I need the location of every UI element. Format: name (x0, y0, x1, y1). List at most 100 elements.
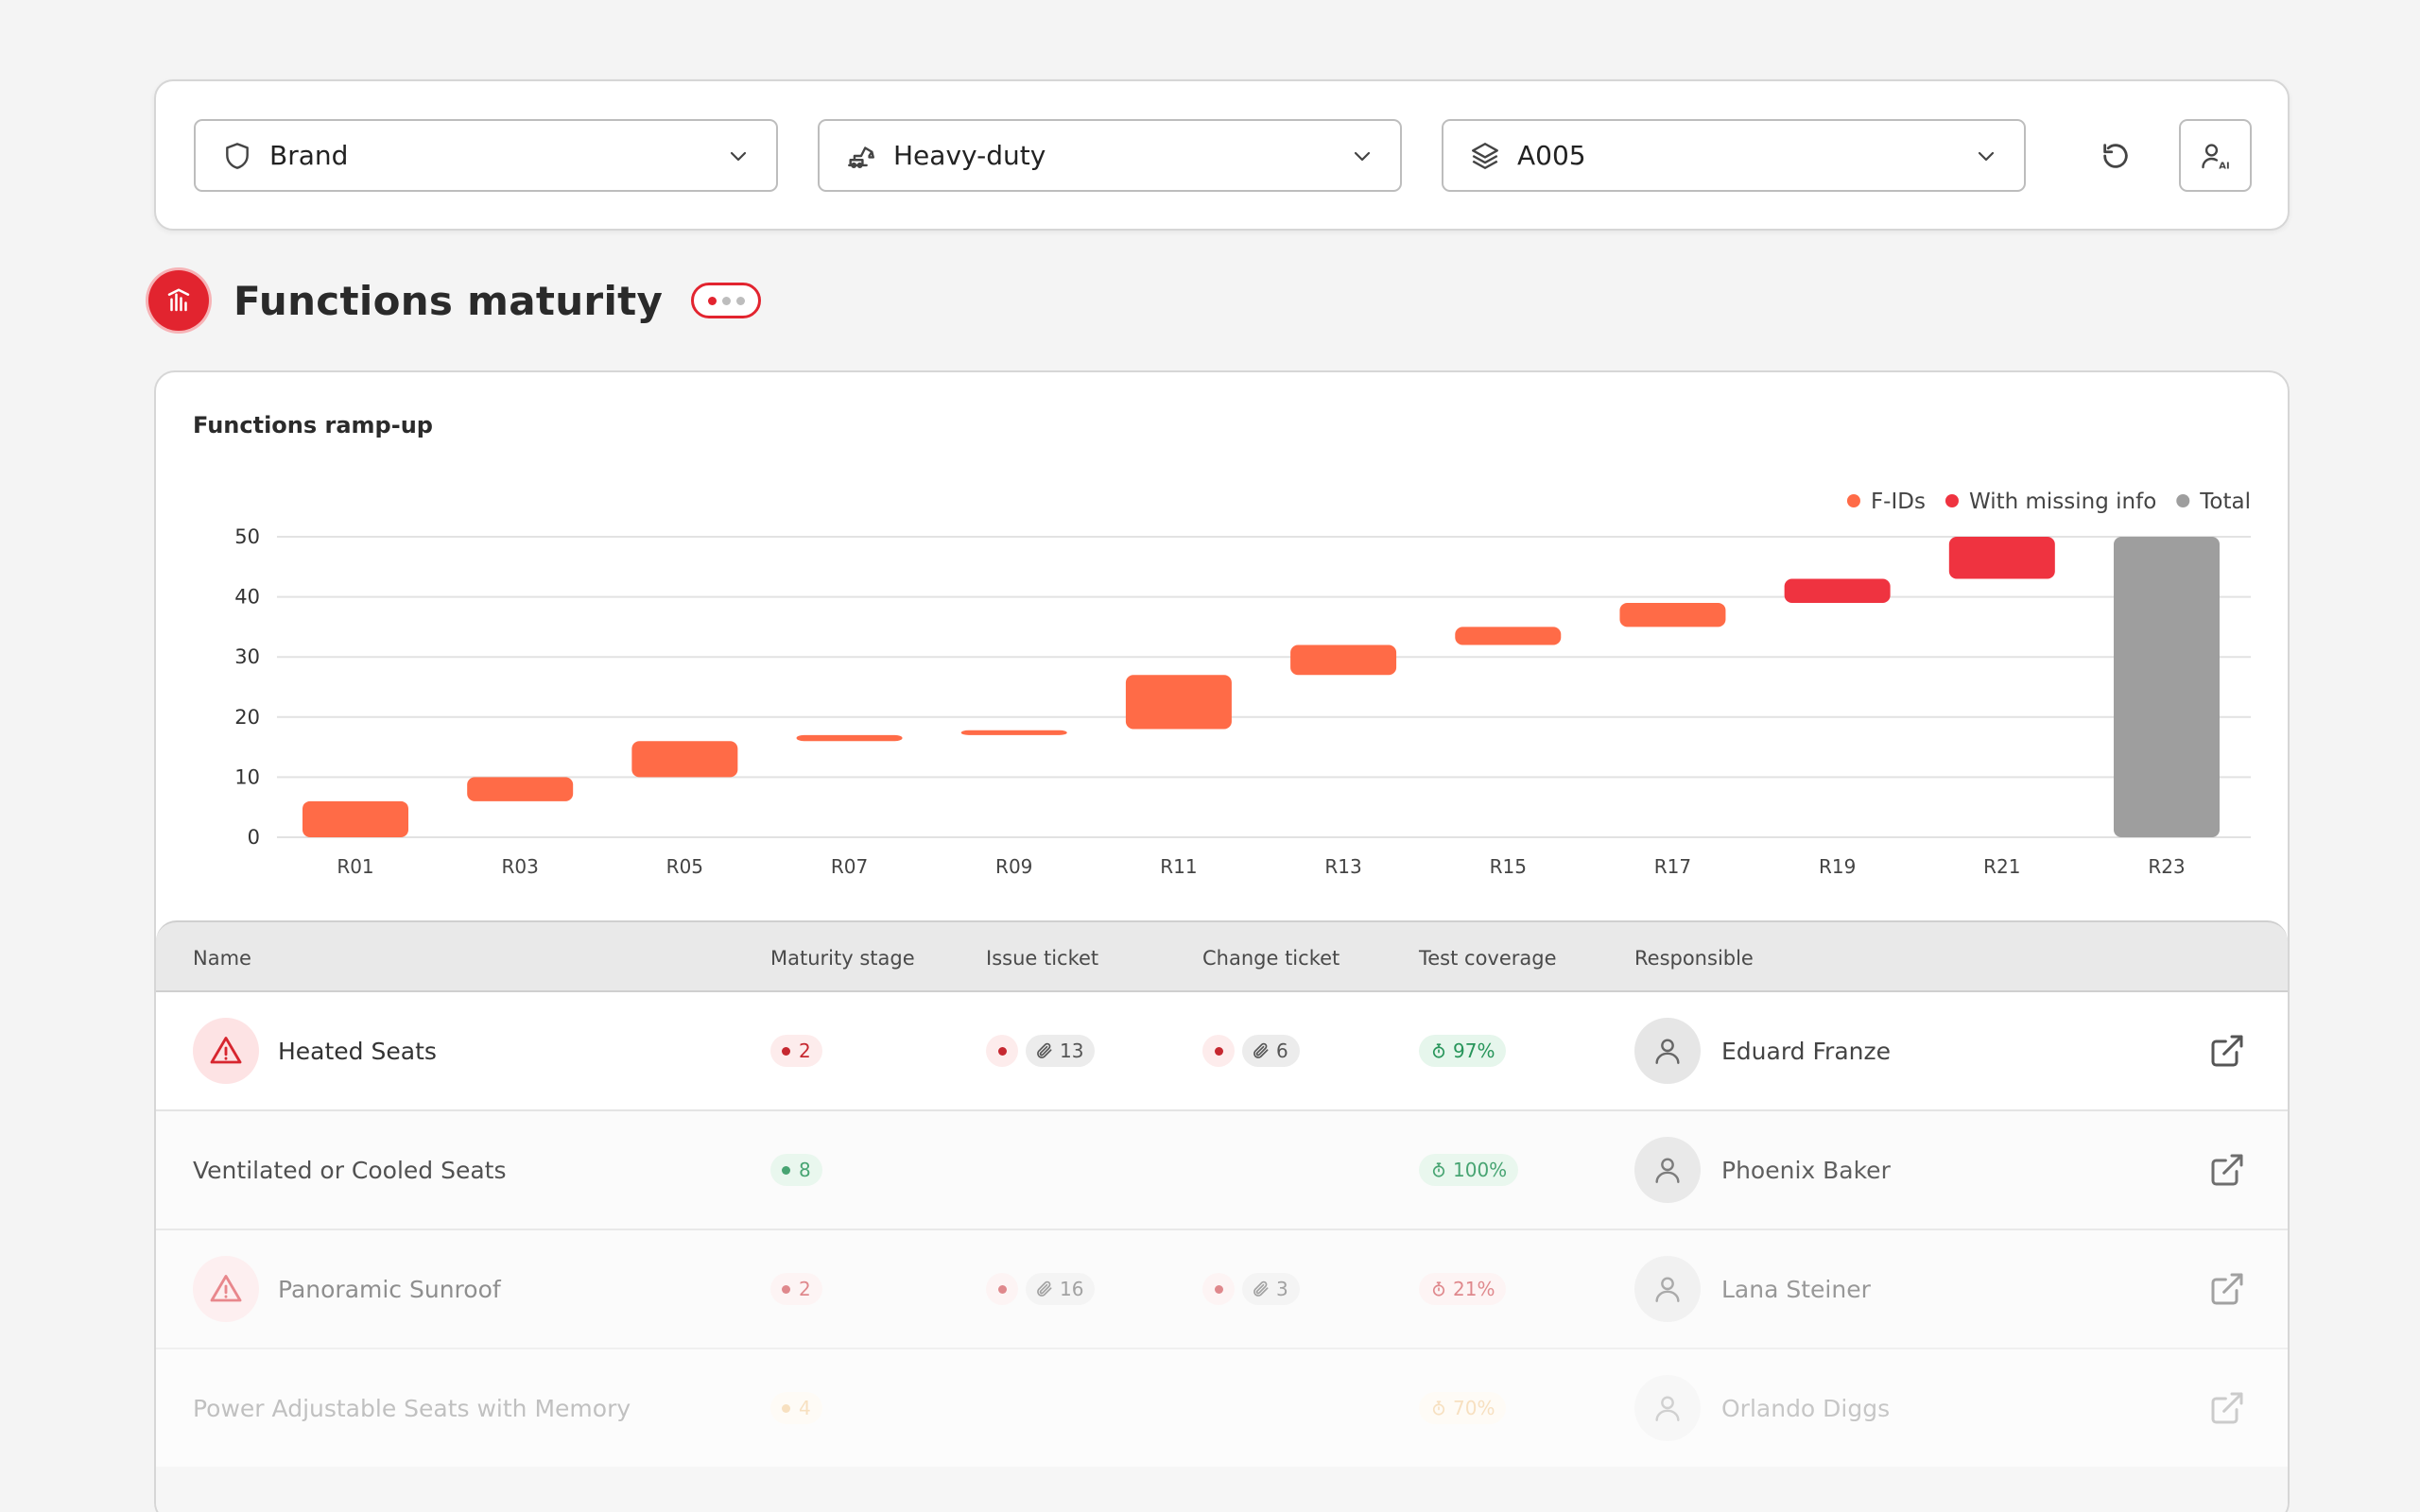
external-link-icon[interactable] (2208, 1032, 2246, 1070)
x-tick-label: R15 (1490, 855, 1527, 878)
warning-icon (193, 1018, 259, 1084)
bar-r17 (1619, 602, 1726, 627)
ramp-up-chart: 0 10 20 30 40 50 R01 R03 R05 R07 R09 R11 R13 R15 R17 R1… (234, 490, 2251, 878)
legend-label: With missing info (1969, 490, 2156, 514)
maturity-badge: 2 (770, 1035, 822, 1067)
column-header-name[interactable]: Name (193, 947, 251, 970)
column-header-responsible[interactable]: Responsible (1634, 947, 1754, 970)
chevron-down-icon (1973, 143, 1999, 169)
brand-dropdown-label: Brand (269, 140, 349, 171)
responsible-name: Lana Steiner (1721, 1275, 1871, 1303)
maturity-badge: 4 (770, 1392, 822, 1424)
legend-label: Total (2199, 490, 2251, 514)
external-link-icon[interactable] (2208, 1151, 2246, 1189)
responsible-name: Phoenix Baker (1721, 1156, 1891, 1184)
x-tick-label: R13 (1324, 855, 1361, 878)
legend-swatch (1846, 494, 1860, 507)
stopwatch-icon (1432, 1281, 1445, 1297)
chevron-down-icon (1349, 143, 1375, 169)
stopwatch-icon (1432, 1400, 1445, 1416)
function-name: Heated Seats (278, 1037, 437, 1065)
page-title: Functions maturity (233, 277, 664, 324)
brand-dropdown[interactable]: Brand (194, 119, 778, 192)
column-header-issue[interactable]: Issue ticket (986, 947, 1099, 970)
issue-ticket-count[interactable]: 13 (1026, 1035, 1096, 1067)
x-tick-label: R11 (1160, 855, 1197, 878)
variant-dropdown[interactable]: A005 (1442, 119, 2026, 192)
avatar (1634, 1375, 1701, 1441)
view-toggle[interactable] (691, 283, 762, 318)
column-header-coverage[interactable]: Test coverage (1419, 947, 1557, 970)
section-header: Functions maturity (148, 270, 762, 331)
paperclip-icon (1253, 1042, 1269, 1058)
table-row[interactable]: Panoramic Sunroof 2 16 3 21% (156, 1230, 2288, 1349)
issue-status-dot (986, 1035, 1018, 1067)
bar-r07 (796, 734, 903, 742)
x-tick-label: R23 (2148, 855, 2185, 878)
stopwatch-icon (1432, 1043, 1445, 1058)
layers-icon (1468, 139, 1502, 173)
bar-r05 (631, 741, 738, 778)
function-name: Panoramic Sunroof (278, 1275, 501, 1303)
warning-icon (193, 1256, 259, 1322)
bar-r03 (467, 777, 574, 801)
toggle-dot (721, 296, 731, 305)
paperclip-icon (1037, 1280, 1052, 1297)
change-status-dot (1202, 1273, 1235, 1305)
excavator-icon (844, 139, 878, 173)
paperclip-icon (1253, 1280, 1269, 1297)
variant-dropdown-label: A005 (1517, 140, 1586, 171)
x-tick-label: R05 (666, 855, 703, 878)
table-row[interactable]: Power Adjustable Seats with Memory 4 70%… (156, 1349, 2288, 1469)
functions-card: Functions ramp-up 0 10 20 30 40 50 R01 R03 R05 R0… (154, 370, 2290, 1512)
toggle-dot (735, 296, 745, 305)
avatar (1634, 1018, 1701, 1084)
table-fade (156, 1469, 2288, 1512)
y-tick-label: 30 (234, 645, 260, 668)
y-tick-label: 10 (234, 765, 260, 788)
avatar (1634, 1256, 1701, 1322)
change-status-dot (1202, 1035, 1235, 1067)
chevron-down-icon (725, 143, 752, 169)
column-header-change[interactable]: Change ticket (1202, 947, 1340, 970)
coverage-badge: 100% (1419, 1154, 1519, 1186)
bar-r11 (1125, 675, 1232, 730)
column-header-maturity[interactable]: Maturity stage (770, 947, 915, 970)
function-name: Ventilated or Cooled Seats (193, 1156, 507, 1184)
chart-logo-icon (148, 270, 209, 331)
change-ticket-count[interactable]: 6 (1242, 1035, 1300, 1067)
vehicle-type-dropdown[interactable]: Heavy-duty (818, 119, 1402, 192)
ai-assistant-button[interactable]: AI (2179, 119, 2252, 192)
table-row[interactable]: Ventilated or Cooled Seats 8 100% Phoeni… (156, 1111, 2288, 1230)
y-tick-label: 50 (234, 525, 260, 548)
reset-button[interactable] (2079, 119, 2152, 192)
change-ticket-count[interactable]: 3 (1242, 1273, 1300, 1305)
x-tick-label: R19 (1819, 855, 1856, 878)
bar-r21 (1948, 537, 2055, 579)
x-tick-label: R03 (502, 855, 539, 878)
filter-bar: Brand Heavy-duty A005 AI (154, 79, 2290, 231)
user-ai-icon: AI (2201, 143, 2229, 171)
external-link-icon[interactable] (2208, 1389, 2246, 1427)
maturity-badge: 8 (770, 1154, 822, 1186)
table-row[interactable]: Heated Seats 2 13 6 97% (156, 992, 2288, 1111)
paperclip-icon (1037, 1042, 1052, 1058)
coverage-badge: 97% (1419, 1035, 1507, 1067)
y-tick-label: 40 (234, 586, 260, 609)
responsible-name: Eduard Franze (1721, 1037, 1891, 1065)
chart-title: Functions ramp-up (193, 412, 433, 438)
bar-r23 (2114, 537, 2220, 837)
shield-icon (220, 139, 254, 173)
external-link-icon[interactable] (2208, 1270, 2246, 1308)
toggle-dot-active (707, 296, 717, 305)
issue-ticket-count[interactable]: 16 (1026, 1273, 1096, 1305)
x-tick-label: R09 (995, 855, 1032, 878)
table-header: Name Maturity stage Issue ticket Change … (156, 920, 2288, 992)
maturity-badge: 2 (770, 1273, 822, 1305)
issue-status-dot (986, 1273, 1018, 1305)
avatar (1634, 1137, 1701, 1203)
legend-swatch (1945, 494, 1959, 507)
responsible-name: Orlando Diggs (1721, 1394, 1891, 1422)
svg-text:AI: AI (2219, 161, 2229, 171)
bar-r15 (1455, 627, 1562, 645)
